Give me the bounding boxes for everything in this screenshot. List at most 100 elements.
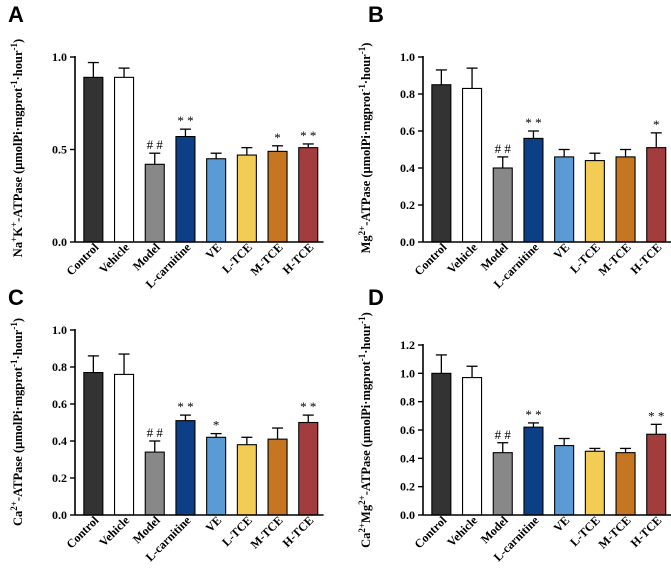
bar-l-carnitine bbox=[175, 136, 196, 243]
bar-control bbox=[83, 76, 104, 243]
y-tick-label: 0.8 bbox=[400, 395, 415, 409]
x-tick-label: Vehicle bbox=[96, 240, 132, 276]
significance-label: * * bbox=[177, 399, 193, 414]
significance-label: * * bbox=[648, 408, 664, 423]
bar-l-tce bbox=[236, 154, 257, 243]
y-tick-label: 1.0 bbox=[400, 366, 415, 380]
y-tick-label: 0.0 bbox=[400, 235, 415, 249]
y-axis-label-part: 2+ bbox=[357, 495, 367, 505]
y-axis-label-part: + bbox=[9, 222, 19, 227]
x-tick-label: VE bbox=[203, 240, 225, 262]
y-axis-label-part: Mg bbox=[359, 235, 373, 254]
x-tick-label: VE bbox=[551, 240, 573, 262]
significance-label: * bbox=[213, 418, 220, 433]
y-tick-label: 0.2 bbox=[400, 198, 415, 212]
y-tick-label: 0.4 bbox=[52, 434, 67, 448]
y-axis-label-part: + bbox=[9, 237, 19, 242]
bar-ve bbox=[206, 436, 227, 516]
bar-control bbox=[431, 372, 452, 516]
y-axis-label-part: Mg bbox=[359, 504, 373, 523]
y-tick-label: 0.4 bbox=[400, 451, 415, 465]
x-tick-label: H-TCE bbox=[280, 513, 317, 550]
bar-m-tce bbox=[267, 438, 288, 516]
bar-ve bbox=[554, 445, 575, 516]
panel-b: B 0.0 0.2 0.4 0.6 0.8 1.0 Mg2+-ATPase (μmolPi·m… bbox=[357, 2, 671, 291]
bar-control bbox=[83, 371, 104, 516]
x-tick-label: Control bbox=[63, 513, 101, 551]
y-tick-label: 0.0 bbox=[400, 508, 415, 522]
y-axis-label: Ca2+Mg2+-ATPase (μmolPi·mgprot-1·hour-1) bbox=[357, 312, 373, 548]
panel-letter: C bbox=[8, 285, 24, 310]
y-axis-label-part: ·hour bbox=[11, 50, 25, 80]
significance-label: * bbox=[653, 117, 660, 132]
bar-h-tce bbox=[646, 433, 667, 516]
y-axis-label: Na+K+-ATPase (μmolPi·mgprot-1·hour-1) bbox=[9, 39, 25, 257]
x-tick-label: Vehicle bbox=[444, 240, 480, 276]
bar-m-tce bbox=[267, 150, 288, 243]
y-tick-label: 1.0 bbox=[52, 323, 67, 337]
bar-control bbox=[431, 84, 452, 243]
y-axis-label: Ca2+-ATPase (μmolPi·mgprot-1·hour-1) bbox=[9, 318, 25, 526]
y-tick-label: 0.8 bbox=[52, 360, 67, 374]
significance-label: # # bbox=[495, 141, 512, 156]
x-tick-label: H-TCE bbox=[628, 513, 665, 550]
y-axis-label-part: K bbox=[11, 227, 25, 237]
y-tick-label: 1.0 bbox=[400, 50, 415, 64]
y-axis-label-part: ) bbox=[359, 312, 373, 316]
y-axis-label-part: ) bbox=[11, 39, 25, 43]
bar-h-tce bbox=[298, 421, 319, 516]
bar-m-tce bbox=[615, 156, 636, 243]
bar-l-carnitine bbox=[523, 137, 544, 243]
x-tick-label: VE bbox=[203, 513, 225, 535]
bar-l-tce bbox=[236, 444, 257, 516]
x-tick-label: H-TCE bbox=[280, 240, 317, 277]
bar-vehicle bbox=[461, 377, 483, 516]
y-axis-label-part: ·hour bbox=[359, 54, 373, 84]
bar-vehicle bbox=[114, 76, 135, 243]
x-tick-label: M-TCE bbox=[595, 513, 633, 551]
y-axis-label-part: -ATPase (μmolPi·mgprot bbox=[11, 366, 25, 501]
y-axis-label-part: Na bbox=[11, 241, 25, 257]
y-axis-label-part: -1 bbox=[9, 359, 19, 367]
x-tick-label: VE bbox=[551, 513, 573, 535]
bar-l-carnitine bbox=[175, 420, 196, 516]
y-tick-label: 0.0 bbox=[52, 235, 67, 249]
significance-label: * * bbox=[525, 115, 541, 130]
x-tick-label: H-TCE bbox=[628, 240, 665, 277]
significance-label: * bbox=[274, 130, 281, 145]
y-tick-label: 0.6 bbox=[52, 397, 67, 411]
y-axis-label-part: ) bbox=[11, 318, 25, 322]
y-tick-label: 0.2 bbox=[400, 480, 415, 494]
significance-label: * * bbox=[300, 399, 316, 414]
y-axis-label-part: ·hour bbox=[11, 329, 25, 359]
x-tick-label: Vehicle bbox=[96, 513, 132, 549]
y-tick-label: 0.2 bbox=[52, 471, 67, 485]
x-tick-label: M-TCE bbox=[247, 513, 285, 551]
y-axis-label-part: -ATPase (μmolPi·mgprot bbox=[359, 360, 373, 495]
y-axis-label-part: -1 bbox=[9, 80, 19, 88]
significance-label: * * bbox=[525, 407, 541, 422]
x-tick-label: M-TCE bbox=[595, 240, 633, 278]
bar-ve bbox=[554, 156, 575, 243]
bar-vehicle bbox=[461, 87, 483, 243]
y-axis-label-part: -ATPase (μmolPi·mgprot bbox=[359, 91, 373, 226]
y-tick-label: 0.4 bbox=[400, 161, 415, 175]
y-tick-label: 1.0 bbox=[52, 50, 67, 64]
y-tick-label: 1.2 bbox=[400, 338, 415, 352]
bar-vehicle bbox=[114, 373, 135, 516]
bar-model bbox=[492, 452, 513, 516]
y-axis-label-part: -ATPase (μmolPi·mgprot bbox=[11, 87, 25, 222]
y-axis-label-part: ) bbox=[359, 43, 373, 47]
panel-letter: B bbox=[368, 2, 384, 27]
y-axis-label-part: 2+ bbox=[357, 226, 367, 236]
y-tick-label: 0.0 bbox=[52, 508, 67, 522]
bar-h-tce bbox=[646, 147, 667, 243]
y-tick-label: 0.8 bbox=[400, 87, 415, 101]
y-tick-label: 0.6 bbox=[400, 124, 415, 138]
y-tick-label: 0.5 bbox=[52, 143, 67, 157]
panel-letter: D bbox=[368, 285, 384, 310]
bar-l-tce bbox=[584, 160, 605, 243]
y-axis-label-part: Ca bbox=[11, 510, 25, 526]
y-axis-label-part: 2+ bbox=[9, 501, 19, 511]
